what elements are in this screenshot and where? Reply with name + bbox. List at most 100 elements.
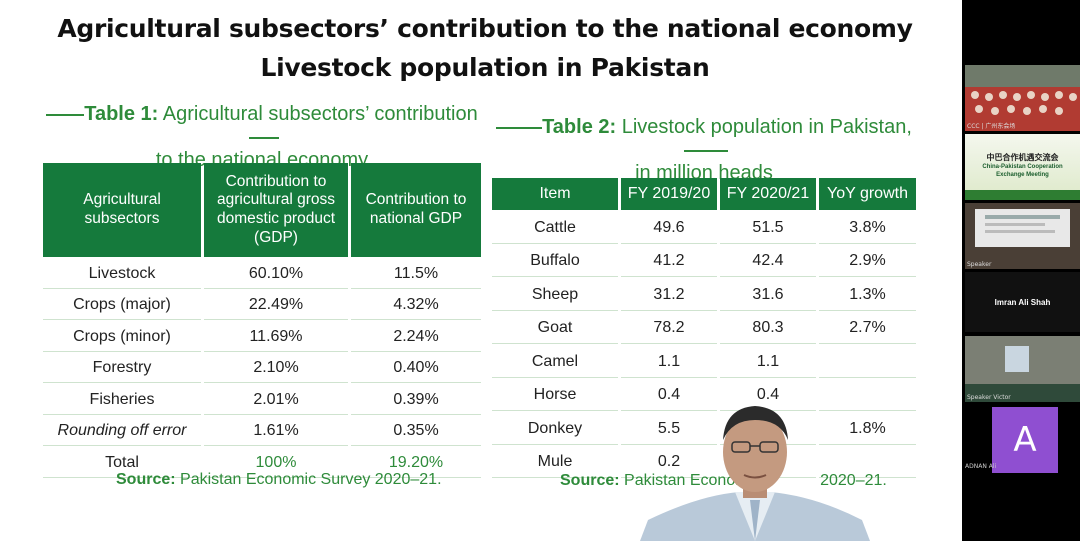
participant-name: Imran Ali Shah <box>994 297 1051 307</box>
participant-tile-banner[interactable]: 中巴合作机遇交流会 China-Pakistan Cooperation Exc… <box>965 134 1080 200</box>
table-cell: 0.40% <box>351 355 481 383</box>
table2-header: FY 2020/21 <box>720 178 816 210</box>
table-cell: 0.2 <box>621 448 717 478</box>
table2-caption-line1: Livestock population in Pakistan, <box>621 116 912 138</box>
table-cell <box>819 448 916 478</box>
table-row-total: Total 100% 19.20% <box>43 449 481 478</box>
table-cell: Crops (major) <box>43 292 201 320</box>
table-cell: Camel <box>492 347 618 378</box>
table1-header: Contribution to national GDP <box>351 163 481 257</box>
table-cell: 2.9% <box>819 247 916 277</box>
table-cell <box>819 347 916 378</box>
shared-slide: Agricultural subsectors’ contribution to… <box>40 14 919 541</box>
table1-caption-line1: Agricultural subsectors’ contribution <box>162 103 478 125</box>
banner-cn: 中巴合作机遇交流会 <box>986 153 1059 162</box>
participant-label: CCC | 广州东会场 <box>967 123 1016 130</box>
table-cell: 31.6 <box>720 280 816 311</box>
table-row: Donkey 5.5 1.8% <box>492 414 916 445</box>
table-cell: Mule <box>492 448 618 478</box>
table2-header: Item <box>492 178 618 210</box>
table-cell: 60.10% <box>204 260 348 289</box>
table2: Item FY 2019/20 FY 2020/21 YoY growth Ca… <box>489 175 919 481</box>
table-cell: 0.39% <box>351 386 481 415</box>
table-cell: Forestry <box>43 355 201 383</box>
table-cell: Total <box>43 449 201 478</box>
table-cell: 49.6 <box>621 213 717 244</box>
participant-tile-speaker[interactable]: Speaker <box>965 203 1080 269</box>
table-row: Crops (minor) 11.69% 2.24% <box>43 323 481 352</box>
participant-avatar[interactable]: A <box>992 407 1058 473</box>
banner-en-1: China-Pakistan Cooperation <box>982 164 1063 170</box>
table-cell: Sheep <box>492 280 618 311</box>
participant-tile-victor[interactable]: Speaker Victor <box>965 336 1080 402</box>
table-cell: 11.5% <box>351 260 481 289</box>
participant-label: Speaker <box>967 261 992 268</box>
table-cell: Goat <box>492 314 618 344</box>
table-row: Forestry 2.10% 0.40% <box>43 355 481 383</box>
participant-tile-imran[interactable]: Imran Ali Shah <box>965 272 1080 332</box>
table-row: Sheep 31.2 31.6 1.3% <box>492 280 916 311</box>
table-cell: 1.3% <box>819 280 916 311</box>
table-cell: 1.61% <box>204 418 348 446</box>
table-row: Goat 78.2 80.3 2.7% <box>492 314 916 344</box>
table-cell: 42.4 <box>720 247 816 277</box>
table-cell: 1.1 <box>621 347 717 378</box>
table-cell: Buffalo <box>492 247 618 277</box>
table-cell: 3.8% <box>819 213 916 244</box>
table-cell: 1.8% <box>819 414 916 445</box>
source-label: Source: <box>116 471 176 488</box>
table-cell: 2.10% <box>204 355 348 383</box>
table-row: Livestock 60.10% 11.5% <box>43 260 481 289</box>
table-cell: 78.2 <box>621 314 717 344</box>
table2-header: YoY growth <box>819 178 916 210</box>
table1-caption-label: Table 1: <box>84 103 159 125</box>
table1-source: Source: Pakistan Economic Survey 2020–21… <box>116 471 442 489</box>
table2-caption: Table 2: Livestock population in Pakista… <box>489 116 919 185</box>
table-cell: 100% <box>204 449 348 478</box>
table-cell: 19.20% <box>351 449 481 478</box>
participant-label: Speaker Victor <box>967 394 1011 401</box>
table-row: Fisheries 2.01% 0.39% <box>43 386 481 415</box>
table-cell: Fisheries <box>43 386 201 415</box>
audience-thumbnail <box>965 65 1080 131</box>
table2-source: Source: Pakistan Economic 2020–21. <box>560 472 887 490</box>
table-cell: 51.5 <box>720 213 816 244</box>
table-cell: 0.35% <box>351 418 481 446</box>
table-cell: 31.2 <box>621 280 717 311</box>
table-row: Crops (major) 22.49% 4.32% <box>43 292 481 320</box>
participants-sidebar: CCC | 广州东会场 中巴合作机遇交流会 China-Pakistan Coo… <box>962 0 1080 541</box>
table-cell: 2.7% <box>819 314 916 344</box>
table1: Agricultural subsectors Contribution to … <box>40 160 484 481</box>
speaker-thumbnail <box>965 203 1080 269</box>
table-cell: 11.69% <box>204 323 348 352</box>
table-cell: 2.24% <box>351 323 481 352</box>
table-cell: 2.01% <box>204 386 348 415</box>
table-cell: 22.49% <box>204 292 348 320</box>
table-cell: 41.2 <box>621 247 717 277</box>
table-cell: Donkey <box>492 414 618 445</box>
table-cell <box>819 381 916 411</box>
participant-tile-venue[interactable]: CCC | 广州东会场 <box>965 65 1080 131</box>
banner-en-2: Exchange Meeting <box>996 172 1049 178</box>
table-cell: Crops (minor) <box>43 323 201 352</box>
table-row: Cattle 49.6 51.5 3.8% <box>492 213 916 244</box>
table-row: Camel 1.1 1.1 <box>492 347 916 378</box>
table-row: Rounding off error 1.61% 0.35% <box>43 418 481 446</box>
source-text: Pakistan Economic <box>624 472 761 489</box>
table2-caption-label: Table 2: <box>542 116 617 138</box>
victor-thumbnail <box>965 336 1080 402</box>
slide-subtitle: Livestock population in Pakistan <box>260 53 710 82</box>
table-cell: Horse <box>492 381 618 411</box>
source-text: Pakistan Economic Survey 2020–21. <box>180 471 442 488</box>
source-text-tail: 2020–21. <box>820 472 887 489</box>
table-cell: Cattle <box>492 213 618 244</box>
table-row: Buffalo 41.2 42.4 2.9% <box>492 247 916 277</box>
table-cell: 1.1 <box>720 347 816 378</box>
participant-label: ADNAN Ali <box>965 463 997 470</box>
table2-header: FY 2019/20 <box>621 178 717 210</box>
table1-header: Contribution to agricultural gross domes… <box>204 163 348 257</box>
table-cell: Rounding off error <box>43 418 201 446</box>
presenter-video <box>640 406 870 541</box>
table-cell: 0.4 <box>621 381 717 411</box>
table-cell: 4.32% <box>351 292 481 320</box>
